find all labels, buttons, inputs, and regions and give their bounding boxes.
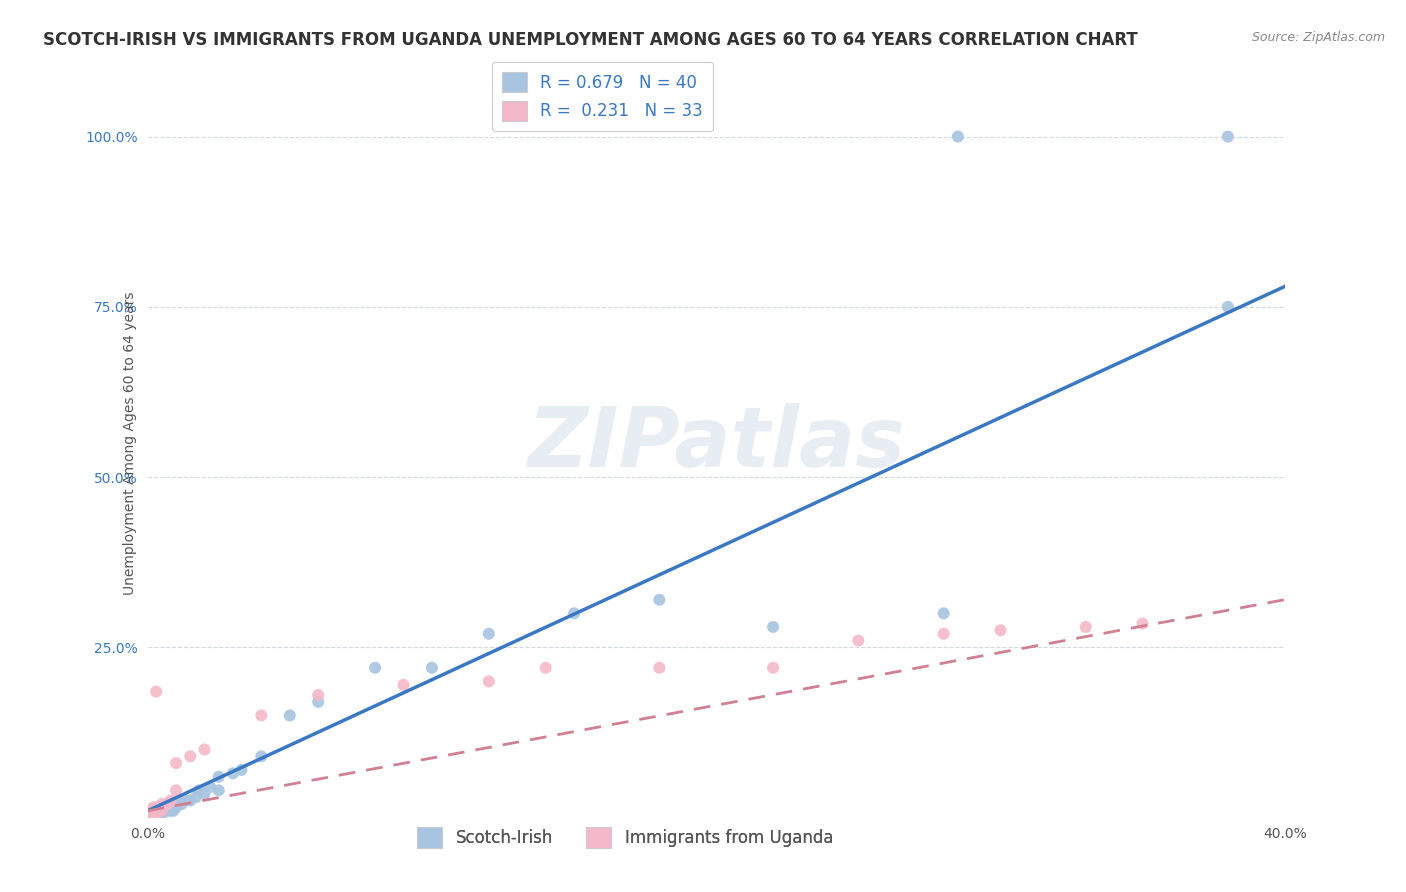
Point (156, 797, 179, 811)
Point (139, 807, 162, 822)
Point (162, 797, 184, 811)
Point (1216, 129, 1239, 144)
Point (198, 780, 221, 794)
Point (173, 794, 195, 808)
Point (148, 804, 170, 818)
Point (307, 688, 329, 702)
Point (990, 624, 1012, 638)
Point (142, 807, 165, 822)
Point (159, 804, 181, 818)
Point (278, 708, 301, 723)
Point (846, 633, 869, 648)
Point (208, 783, 231, 797)
Legend: Scotch-Irish, Immigrants from Uganda: Scotch-Irish, Immigrants from Uganda (411, 821, 839, 855)
Point (150, 804, 173, 818)
Point (392, 678, 415, 692)
Point (478, 626, 501, 640)
Point (142, 804, 165, 818)
Point (762, 661, 785, 675)
Point (179, 794, 201, 808)
Point (364, 661, 387, 675)
Point (150, 800, 173, 814)
Point (208, 770, 231, 784)
Point (170, 797, 193, 811)
Point (307, 695, 329, 709)
Point (179, 749, 201, 764)
Point (145, 807, 167, 822)
Text: ZIPatlas: ZIPatlas (527, 402, 905, 483)
Point (165, 756, 187, 771)
Point (153, 804, 176, 818)
Point (478, 674, 501, 689)
Point (142, 800, 165, 814)
Point (139, 807, 162, 822)
Point (562, 607, 585, 621)
Point (145, 804, 167, 818)
Point (156, 804, 179, 818)
Point (165, 797, 187, 811)
Point (231, 763, 253, 777)
Point (932, 607, 955, 621)
Point (148, 807, 170, 822)
Point (145, 807, 167, 822)
Point (1216, 300, 1239, 314)
Y-axis label: Unemployment Among Ages 60 to 64 years: Unemployment Among Ages 60 to 64 years (122, 292, 136, 595)
Point (165, 800, 187, 814)
Point (150, 797, 173, 811)
Point (762, 620, 785, 634)
Point (1074, 620, 1097, 634)
Point (250, 749, 273, 764)
Point (250, 708, 273, 723)
Point (648, 592, 671, 607)
Point (159, 800, 181, 814)
Point (420, 661, 443, 675)
Point (193, 742, 215, 756)
Text: SCOTCH-IRISH VS IMMIGRANTS FROM UGANDA UNEMPLOYMENT AMONG AGES 60 TO 64 YEARS CO: SCOTCH-IRISH VS IMMIGRANTS FROM UGANDA U… (44, 31, 1137, 49)
Point (150, 804, 173, 818)
Point (145, 804, 167, 818)
Point (946, 129, 969, 144)
Point (222, 766, 245, 780)
Point (139, 807, 162, 822)
Point (139, 804, 162, 818)
Point (193, 787, 215, 801)
Point (932, 626, 955, 640)
Point (142, 807, 165, 822)
Point (159, 797, 181, 811)
Point (187, 783, 209, 797)
Point (145, 684, 167, 698)
Point (150, 807, 173, 822)
Point (165, 783, 187, 797)
Point (145, 800, 167, 814)
Point (534, 661, 557, 675)
Point (148, 804, 170, 818)
Point (142, 804, 165, 818)
Point (162, 804, 184, 818)
Point (184, 790, 207, 805)
Text: Source: ZipAtlas.com: Source: ZipAtlas.com (1251, 31, 1385, 45)
Point (1132, 616, 1154, 631)
Point (159, 794, 181, 808)
Point (148, 800, 170, 814)
Point (648, 661, 671, 675)
